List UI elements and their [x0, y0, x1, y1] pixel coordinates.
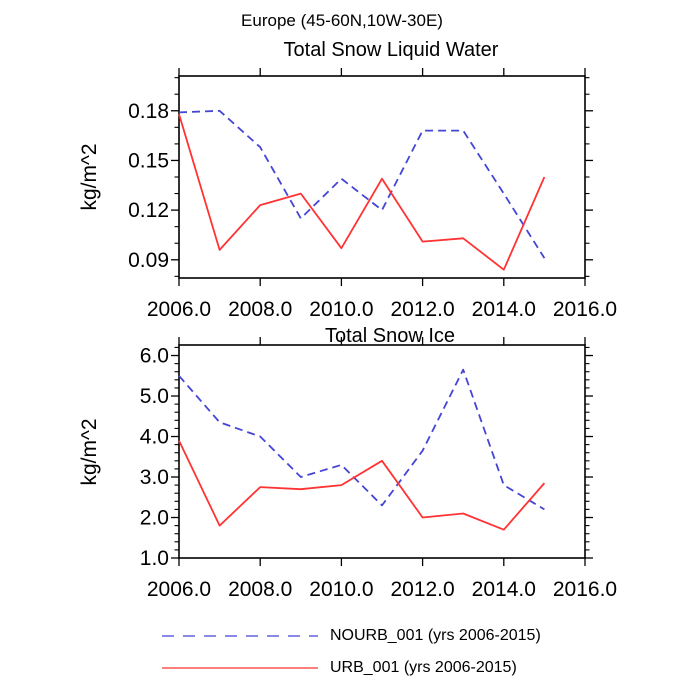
legend-line-dashed [162, 635, 318, 637]
plot-frame [178, 75, 586, 279]
x-tick-label: 2006.0 [147, 298, 211, 321]
figure-title: Europe (45-60N,10W-30E) [241, 11, 443, 30]
x-tick-label: 2008.0 [228, 578, 292, 601]
x-tick-label: 2008.0 [228, 298, 292, 321]
legend-line-solid [162, 667, 318, 669]
plot-title-top: Total Snow Liquid Water [284, 39, 499, 61]
series-line-nourb [178, 368, 545, 511]
x-tick-label: 2014.0 [472, 298, 536, 321]
x-tick-label: 2016.0 [553, 298, 617, 321]
y-tick-label: 0.15 [128, 149, 169, 172]
plot-frame [178, 344, 586, 559]
y-tick-label: 3.0 [140, 466, 169, 489]
y-axis-title-top: kg/m^2 [78, 143, 101, 210]
y-tick-label: 5.0 [140, 385, 169, 408]
x-tick-label: 2012.0 [390, 578, 454, 601]
y-axis-title-bottom: kg/m^2 [78, 418, 101, 485]
x-tick-label: 2012.0 [390, 298, 454, 321]
legend-label-nourb: NOURB_001 (yrs 2006-2015) [330, 627, 541, 644]
series-line-urb [178, 440, 546, 531]
x-tick-label: 2014.0 [472, 578, 536, 601]
legend-item-nourb: NOURB_001 (yrs 2006-2015) [162, 627, 541, 645]
y-tick-label: 0.18 [128, 100, 169, 123]
plot-total-snow-ice: 2006.0 2008.0 2010.0 2012.0 2014.0 2016.0 1.0 2… [140, 337, 617, 601]
x-tick-label: 2016.0 [553, 578, 617, 601]
y-tick-label: 2.0 [140, 507, 169, 530]
y-tick-label: 1.0 [140, 547, 169, 570]
x-tick-label: 2010.0 [309, 298, 373, 321]
legend-item-urb: URB_001 (yrs 2006-2015) [162, 659, 517, 677]
legend-label-urb: URB_001 (yrs 2006-2015) [330, 659, 517, 676]
series-line-nourb [178, 109, 546, 259]
y-tick-label: 6.0 [140, 345, 169, 368]
plot-title-bottom: Total Snow Ice [325, 325, 455, 347]
plot-total-snow-liquid-water: 2006.0 2008.0 2010.0 2012.0 2014.0 2016.0 0.09… [128, 68, 617, 321]
series-line-urb [178, 113, 546, 271]
x-tick-label: 2006.0 [147, 578, 211, 601]
y-tick-label: 4.0 [140, 426, 169, 449]
x-tick-label: 2010.0 [309, 578, 373, 601]
y-tick-label: 0.12 [128, 199, 169, 222]
y-tick-label: 0.09 [128, 249, 169, 272]
